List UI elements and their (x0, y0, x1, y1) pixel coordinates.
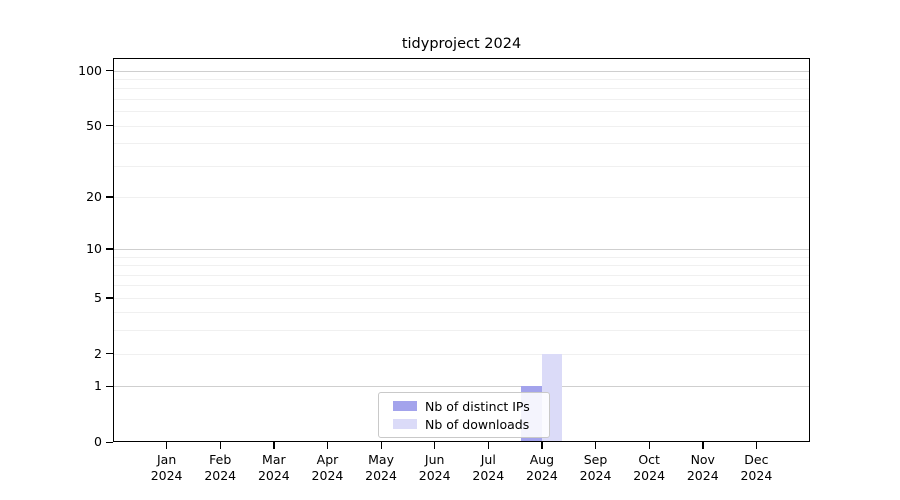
x-tick-mark (166, 442, 168, 449)
minor-gridline (114, 111, 809, 113)
minor-gridline (114, 274, 809, 276)
x-tick-label: Jul 2024 (472, 452, 505, 483)
y-tick-mark (106, 248, 113, 250)
minor-gridline (114, 256, 809, 258)
legend-row-downloads: Nb of downloads (393, 415, 543, 433)
y-tick-label: 50 (86, 117, 102, 133)
y-tick-mark (106, 70, 113, 72)
legend-row-distinct-ips: Nb of distinct IPs (393, 397, 543, 415)
legend-swatch-downloads (393, 419, 417, 429)
major-gridline (114, 70, 809, 72)
minor-gridline (114, 353, 809, 355)
minor-gridline (114, 297, 809, 299)
x-tick-label: Feb 2024 (204, 452, 237, 483)
y-tick-label: 0 (94, 434, 102, 449)
x-tick-mark (702, 442, 704, 449)
x-tick-mark (541, 442, 543, 449)
x-tick-mark (648, 442, 650, 449)
y-tick-label: 1 (94, 378, 102, 394)
minor-gridline (114, 196, 809, 198)
y-tick-mark (106, 297, 113, 299)
minor-gridline (114, 165, 809, 167)
x-tick-label: Jun 2024 (418, 452, 451, 483)
x-tick-label: Apr 2024 (311, 452, 344, 483)
legend-swatch-distinct-ips (393, 401, 417, 411)
chart-title: tidyproject 2024 (401, 36, 522, 52)
x-tick-mark (434, 442, 436, 449)
y-tick-mark (106, 353, 113, 355)
legend-label-distinct-ips: Nb of distinct IPs (425, 398, 530, 414)
x-tick-mark (595, 442, 597, 449)
minor-gridline (114, 285, 809, 287)
minor-gridline (114, 330, 809, 332)
x-tick-mark (380, 442, 382, 449)
y-tick-mark (106, 125, 113, 127)
x-tick-mark (755, 442, 758, 449)
major-gridline (114, 386, 809, 388)
plot-area-border (113, 58, 810, 442)
x-tick-label: Oct 2024 (633, 452, 666, 483)
x-tick-label: Jan 2024 (150, 452, 183, 483)
y-tick-label: 100 (78, 62, 102, 78)
x-tick-mark (487, 442, 490, 449)
x-tick-mark (219, 442, 222, 449)
y-tick-label: 5 (94, 289, 102, 305)
x-tick-label: Nov 2024 (686, 452, 719, 483)
minor-gridline (114, 78, 809, 80)
x-tick-label: Sep 2024 (579, 452, 612, 483)
y-tick-mark (106, 385, 113, 387)
minor-gridline (114, 143, 809, 145)
minor-gridline (114, 98, 809, 100)
y-tick-label: 2 (94, 345, 102, 361)
y-tick-label: 10 (86, 240, 102, 256)
minor-gridline (114, 125, 809, 127)
y-tick-label: 20 (86, 188, 102, 204)
x-tick-mark (326, 442, 329, 449)
x-tick-label: Dec 2024 (740, 452, 773, 483)
y-tick-mark (106, 196, 113, 198)
x-tick-label: Mar 2024 (257, 452, 290, 483)
minor-gridline (114, 312, 809, 314)
y-tick-mark (106, 441, 113, 443)
legend-label-downloads: Nb of downloads (425, 416, 530, 432)
x-tick-label: May 2024 (365, 452, 397, 483)
legend: Nb of distinct IPs Nb of downloads (378, 392, 550, 438)
x-tick-label: Aug 2024 (526, 452, 558, 483)
minor-gridline (114, 265, 809, 267)
x-tick-mark (273, 442, 275, 449)
major-gridline (114, 248, 809, 250)
minor-gridline (114, 88, 809, 90)
